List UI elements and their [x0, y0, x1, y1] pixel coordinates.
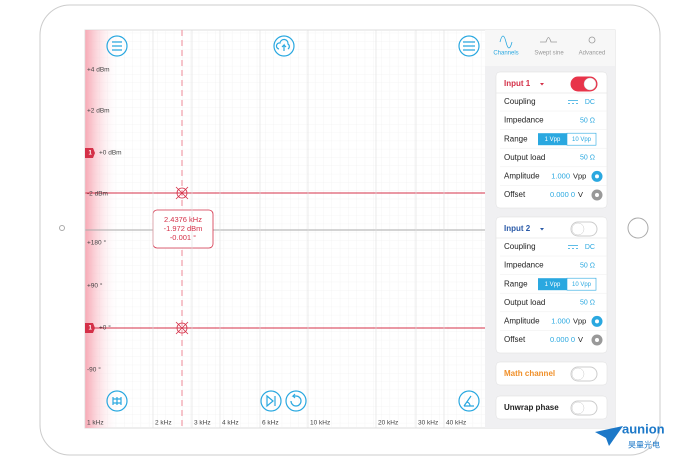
range-label: 10 Vpp: [572, 137, 592, 143]
frequency-label: 4 kHz: [222, 420, 239, 427]
row-value[interactable]: DC: [585, 244, 595, 251]
home-button[interactable]: [627, 217, 649, 239]
row-label: Range: [504, 134, 528, 143]
toggle-knob: [571, 367, 585, 381]
frequency-label: 30 kHz: [418, 420, 438, 427]
cursor-readout: 2.4376 kHz: [164, 215, 202, 224]
row-value[interactable]: 50 Ω: [580, 117, 595, 124]
row-value[interactable]: 1.000: [551, 171, 570, 180]
row-label: Range: [504, 279, 528, 288]
row-label: Amplitude: [504, 172, 540, 181]
frequency-label: 6 kHz: [262, 420, 279, 427]
phase-label: -90 °: [87, 366, 101, 374]
row-value[interactable]: DC: [585, 99, 595, 106]
toggle-knob: [571, 401, 585, 415]
row-label: Offset: [504, 335, 526, 344]
phase-label: +180 °: [87, 239, 106, 247]
marker-label: 1: [89, 151, 93, 157]
tab-bar: [485, 30, 615, 66]
plot-grid: [85, 30, 485, 428]
frequency-label: 3 kHz: [194, 420, 211, 427]
input-title: Input 2: [504, 224, 531, 233]
row-value[interactable]: 50 Ω: [580, 262, 595, 269]
coupling-icon: [568, 245, 578, 249]
row-value[interactable]: 0.000 0: [550, 335, 575, 344]
frequency-label: 1 kHz: [87, 420, 104, 427]
row-unit: V: [578, 190, 583, 199]
frequency-label: 10 kHz: [310, 420, 330, 427]
amplitude-label: +2 dBm: [87, 108, 110, 115]
row-label: Impedance: [504, 116, 544, 125]
math-channel: Math channel: [504, 369, 555, 378]
toggle-knob: [571, 222, 585, 236]
row-unit: Vpp: [573, 171, 586, 180]
watermark-logo: [595, 426, 623, 446]
tab-icons: [499, 35, 596, 49]
amplitude-button-dot: [595, 174, 599, 179]
row-unit: V: [578, 335, 583, 344]
pink-strip: [85, 30, 117, 428]
cursor-readout: -0.001 °: [170, 233, 196, 242]
range-option[interactable]: [538, 133, 567, 146]
phase-label: +0 °: [99, 324, 111, 332]
offset-button-dot: [595, 338, 599, 342]
row-label: Amplitude: [504, 317, 540, 326]
row-label: Output load: [504, 153, 545, 162]
amplitude-label: +0 dBm: [99, 150, 122, 157]
frequency-label: 2 kHz: [155, 420, 172, 427]
range-option[interactable]: [566, 277, 597, 291]
row-label: Offset: [504, 190, 526, 199]
row-value[interactable]: 50 Ω: [580, 300, 595, 307]
offset-button-dot: [595, 193, 599, 197]
range-label: 10 Vpp: [572, 282, 592, 288]
marker-flag: [85, 148, 95, 158]
row-value[interactable]: 1.000: [551, 316, 570, 325]
row-value[interactable]: 0.000 0: [550, 190, 575, 199]
dropdown-arrow: [540, 83, 544, 86]
watermark-brand: aunion: [622, 421, 665, 436]
amplitude-label: +4 dBm: [87, 67, 110, 74]
watermark-subtitle: 昊量光电: [628, 440, 660, 450]
row-label: Coupling: [504, 97, 536, 106]
frequency-label: 20 kHz: [378, 420, 398, 427]
unwrap-phase: Unwrap phase: [504, 403, 559, 412]
frequency-label: 40 kHz: [446, 420, 466, 427]
dropdown-arrow: [540, 228, 544, 231]
range-option[interactable]: [538, 278, 567, 291]
phase-label: +90 °: [87, 282, 103, 290]
row-unit: Vpp: [573, 316, 586, 325]
cursor-readout: -1.972 dBm: [164, 224, 203, 233]
toggle-knob: [583, 77, 597, 91]
row-label: Impedance: [504, 261, 544, 270]
row-label: Coupling: [504, 242, 536, 251]
range-label: 1 Vpp: [545, 282, 561, 288]
tab[interactable]: Channels: [493, 51, 518, 57]
tab[interactable]: Advanced: [579, 51, 606, 57]
input-title: Input 1: [504, 79, 531, 88]
plot-icons[interactable]: [106, 35, 480, 412]
range-option[interactable]: [566, 132, 597, 146]
marker-flag: [85, 323, 95, 333]
row-label: Output load: [504, 298, 545, 307]
tab[interactable]: Swept sine: [534, 51, 564, 57]
amplitude-label: -2 dBm: [87, 191, 108, 198]
range-label: 1 Vpp: [545, 137, 561, 143]
camera: [59, 225, 65, 231]
coupling-icon: [568, 100, 578, 104]
cursor-crosshairs: [175, 186, 189, 335]
amplitude-button-dot: [595, 319, 599, 324]
row-value[interactable]: 50 Ω: [580, 155, 595, 162]
marker-label: 1: [89, 326, 93, 332]
